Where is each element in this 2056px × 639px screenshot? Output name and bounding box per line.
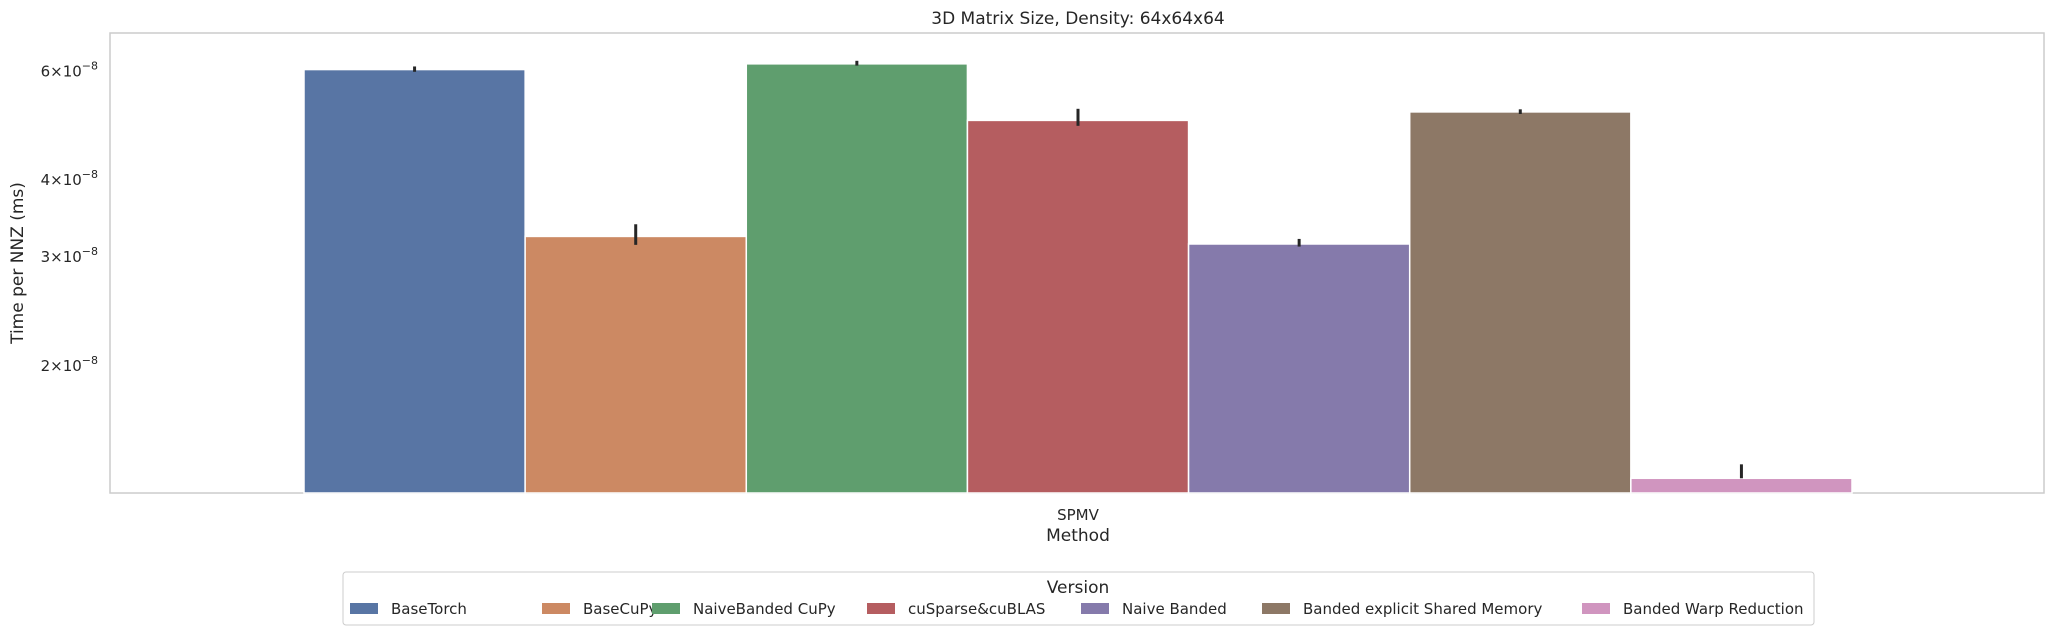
- legend-items: BaseTorch BaseCuPy NaiveBanded CuPy cuSpars…: [350, 600, 1804, 618]
- y-tick-label: 6×10−8: [41, 59, 98, 80]
- legend-frame: [342, 571, 1815, 626]
- bar-banded-explicit-shared-memory: [1408, 111, 1632, 494]
- bars-group: [303, 63, 1853, 494]
- legend-label: Banded explicit Shared Memory: [1303, 600, 1542, 618]
- legend-swatch: [867, 603, 895, 614]
- legend-label: BaseTorch: [391, 600, 467, 618]
- legend-title: Version: [1047, 578, 1110, 598]
- bar-naivebanded-cupy: [745, 63, 969, 494]
- legend-item-banded-warp-reduction: Banded Warp Reduction: [1582, 600, 1804, 618]
- x-axis-label: Method: [1046, 526, 1110, 546]
- legend-item-naivebanded-cupy: NaiveBanded CuPy: [652, 600, 836, 618]
- legend-swatch: [542, 603, 570, 614]
- bar-basetorch: [303, 68, 526, 494]
- legend-label: Banded Warp Reduction: [1623, 600, 1804, 618]
- x-tick-label: SPMV: [1057, 506, 1100, 524]
- legend-item-naive-banded: Naive Banded: [1081, 600, 1227, 618]
- y-tick-label: 2×10−8: [41, 354, 98, 375]
- legend-swatch: [350, 603, 378, 614]
- legend-item-basecupy: BaseCuPy: [542, 600, 658, 618]
- legend-item-banded-explicit-shared-memory: Banded explicit Shared Memory: [1262, 600, 1542, 618]
- error-bars-group: [413, 60, 1743, 479]
- bar-basecupy: [524, 235, 748, 494]
- legend-label: BaseCuPy: [583, 600, 658, 618]
- y-tick-label: 4×10−8: [41, 168, 98, 189]
- y-tick-label: 3×10−8: [41, 245, 98, 266]
- bar-cusparse-cublas: [966, 119, 1190, 494]
- bar-naive-banded: [1187, 243, 1411, 494]
- y-axis-ticks: 6×10−8 4×10−8 3×10−8 2×10−8: [41, 59, 98, 374]
- legend-label: NaiveBanded CuPy: [693, 600, 836, 618]
- legend-item-basetorch: BaseTorch: [350, 600, 467, 618]
- bar-banded-warp-reduction: [1630, 477, 1853, 494]
- legend-label: cuSparse&cuBLAS: [908, 600, 1045, 618]
- legend-item-cusparse-cublas: cuSparse&cuBLAS: [867, 600, 1045, 618]
- legend-swatch: [652, 603, 680, 614]
- legend: Version BaseTorch BaseCuPy NaiveBanded CuP…: [342, 571, 1815, 626]
- y-axis-label: Time per NNZ (ms): [8, 182, 28, 345]
- legend-swatch: [1081, 603, 1109, 614]
- x-axis-ticks: SPMV: [1057, 506, 1100, 524]
- chart-title: 3D Matrix Size, Density: 64x64x64: [931, 9, 1224, 29]
- legend-swatch: [1262, 603, 1290, 614]
- legend-label: Naive Banded: [1122, 600, 1227, 618]
- legend-swatch: [1582, 603, 1610, 614]
